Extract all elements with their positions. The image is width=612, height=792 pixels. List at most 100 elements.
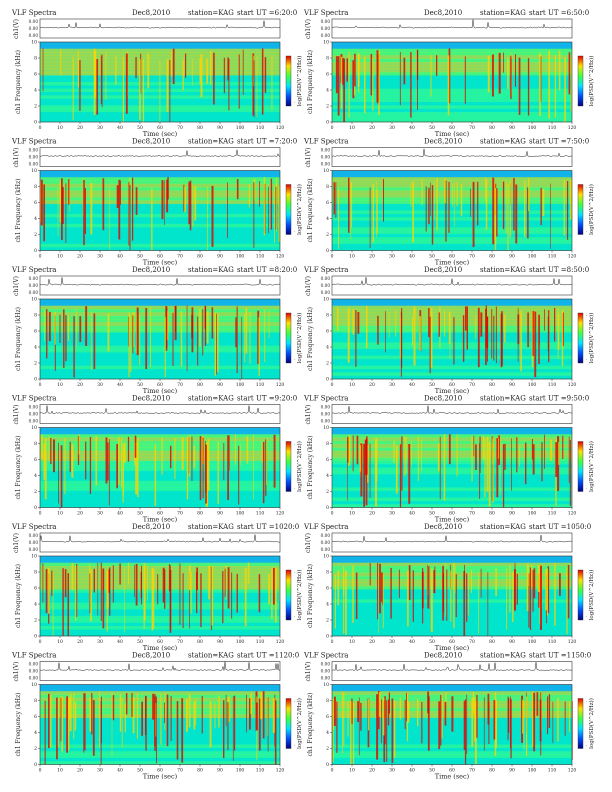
spectrogram-streak [124, 702, 126, 733]
spectrogram-streak [564, 57, 566, 123]
x-axis-label: Time (sec) [143, 130, 178, 138]
spectrogram-streak [132, 697, 135, 734]
spectrogram-band [332, 319, 572, 323]
spectrogram-streak [347, 436, 350, 463]
panel-9: VLF Spectra Dec8,2010 station=KAG start UT … [11, 523, 303, 652]
spectrogram-band [40, 447, 280, 452]
colorbar-tick: - [586, 443, 588, 447]
spectrogram-streak [505, 181, 507, 234]
x-axis-label: Time (sec) [435, 516, 470, 524]
y-tick-label: 10 [31, 554, 37, 560]
spectrogram-band [332, 734, 572, 739]
spectrogram-band [332, 312, 572, 316]
spectrogram-streak [567, 565, 570, 619]
spectrogram-streak [431, 185, 434, 245]
y-tick-label: 2 [34, 746, 37, 752]
y-tick-label: 8 [34, 441, 37, 447]
x-tick-label: 30 [389, 511, 395, 517]
spectrogram-streak [121, 697, 123, 748]
spectrogram-streak [364, 439, 367, 476]
spectrogram-band [40, 450, 280, 455]
x-tick-label: 50 [429, 639, 435, 645]
spectrogram-band [40, 704, 280, 709]
spectrogram-streak [218, 695, 220, 728]
spectrogram-streak [166, 694, 169, 747]
spectrogram-streak [57, 187, 59, 236]
ch1-axis-label: ch1(V) [13, 147, 20, 167]
spectrogram-streak [352, 60, 355, 99]
spectrogram-band [40, 582, 280, 587]
spectrogram-streak [378, 566, 379, 634]
spectrogram-streak [60, 445, 63, 508]
spectrogram-band [40, 369, 280, 373]
colorbar-tick: - [294, 487, 296, 491]
spectrogram-band [40, 747, 280, 752]
spectrogram-streak [526, 563, 529, 612]
spectrogram-streak [71, 562, 74, 591]
ch1-tick-label: 0.00 [29, 405, 39, 410]
spectrogram-band [332, 599, 572, 603]
panel-start-time: start UT =1020:0 [237, 523, 299, 531]
x-tick-label: 50 [429, 511, 435, 517]
spectrogram-streak [355, 310, 357, 367]
spectrogram-streak [200, 54, 203, 98]
y-tick-label: 4 [34, 602, 37, 608]
panel-title: VLF Spectra [11, 652, 56, 660]
spectrogram-streak [190, 571, 192, 614]
spectrogram-band [40, 616, 280, 620]
x-tick-label: 20 [369, 511, 375, 517]
spectrogram-streak [95, 435, 98, 486]
spectrogram-band [40, 220, 280, 225]
spectrogram-streak [62, 568, 64, 636]
spectrogram-streak [199, 436, 202, 501]
spectrogram-band [332, 82, 572, 86]
spectrogram-band [40, 240, 280, 245]
spectrogram-streak [174, 438, 176, 480]
colorbar [285, 184, 292, 235]
x-tick-label: 80 [489, 639, 495, 645]
spectrogram-streak [412, 316, 413, 346]
spectrogram-band [40, 490, 280, 495]
spectrogram-streak [492, 443, 493, 465]
spectrogram-streak [557, 697, 559, 742]
spectrogram-streak [527, 312, 529, 348]
colorbar [285, 698, 292, 749]
spectrogram-band [332, 691, 572, 695]
x-tick-label: 110 [548, 254, 557, 260]
ch1-tick-label: 0.00 [29, 547, 39, 552]
spectrogram-streak [246, 694, 247, 733]
spectrogram-band [40, 744, 280, 749]
x-tick-label: 20 [369, 382, 375, 388]
spectrogram-band [40, 180, 280, 185]
spectrogram-band [40, 454, 280, 458]
x-axis-label: Time (sec) [143, 387, 178, 395]
spectrogram-streak [256, 702, 258, 731]
spectrogram-streak [211, 307, 214, 339]
y-tick-label: 2 [326, 104, 329, 110]
colorbar-tick: - [294, 57, 296, 61]
spectrogram-streak [529, 567, 532, 631]
spectrogram-band [332, 342, 572, 346]
spectrogram-streak [383, 179, 384, 222]
spectrogram-streak [511, 438, 512, 491]
x-tick-label: 40 [117, 768, 123, 774]
spectrogram-streak [477, 181, 479, 226]
spectrogram-streak [333, 182, 335, 215]
x-tick-label: 80 [197, 639, 203, 645]
spectrogram-band [332, 504, 572, 508]
spectrogram-streak [170, 565, 171, 629]
spectrogram-streak [376, 694, 379, 760]
spectrogram-band [332, 355, 572, 360]
spectrogram-streak [236, 306, 238, 374]
spectrogram-streak [164, 317, 166, 378]
spectrogram-streak [452, 184, 454, 207]
x-tick-label: 60 [449, 768, 455, 774]
x-tick-label: 120 [276, 254, 285, 260]
spectrogram-streak [455, 574, 457, 618]
spectrogram-band [332, 345, 572, 350]
spectrogram-band [40, 362, 280, 366]
spectrogram-streak [89, 573, 91, 614]
spectrogram-band [332, 233, 572, 238]
spectrogram-streak [161, 437, 163, 475]
